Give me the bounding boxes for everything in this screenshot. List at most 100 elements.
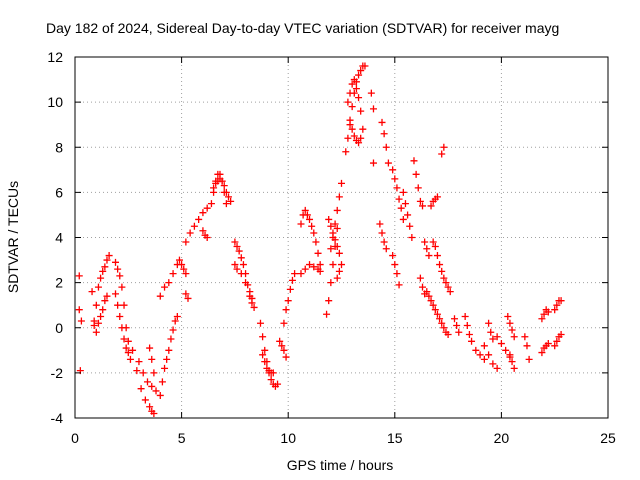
data-point-arc-ab-2 <box>338 261 345 269</box>
y-tick-label: 10 <box>47 94 63 110</box>
data-point-arc-ar-4 <box>431 306 439 314</box>
x-tick-label: 15 <box>387 430 403 446</box>
data-point-arc-ay-3 <box>510 333 518 341</box>
data-point-arc-ar-6 <box>436 315 444 323</box>
data-point-arc-v-2 <box>284 297 292 305</box>
data-point-arc-i-1 <box>158 378 166 386</box>
data-point-arc-as-1 <box>453 321 461 329</box>
data-point-arc-i-3 <box>163 355 171 363</box>
data-point-arc-w-9 <box>316 261 324 269</box>
data-point-arc-x-3 <box>310 263 318 271</box>
data-point-arc-g-1 <box>139 369 147 377</box>
data-point-arc-ao-3 <box>433 193 441 201</box>
data-point-arc-ad-5 <box>355 94 363 102</box>
data-point-arc-au-1 <box>472 346 480 354</box>
data-point-arc-r-1 <box>233 265 241 273</box>
data-point-arc-w-8 <box>314 249 322 257</box>
data-point-arc-ak-2 <box>404 211 412 219</box>
y-tick-label: 4 <box>55 230 63 246</box>
data-point-arc-o-7 <box>222 200 230 208</box>
data-point-arc-aq-0 <box>429 238 437 246</box>
data-point-arc-ac-1 <box>344 134 352 142</box>
data-point-arc-ak-3 <box>406 222 414 230</box>
data-point-arc-aw-1 <box>487 328 495 336</box>
data-point-arc-aj-2 <box>393 270 401 278</box>
data-point-arc-b-7 <box>103 292 111 300</box>
data-point-arc-ag-2 <box>382 143 390 151</box>
data-point-arc-p-7 <box>225 193 233 201</box>
data-point-arc-k-0 <box>178 261 186 269</box>
data-point-arc-d-6 <box>124 337 132 345</box>
data-point-arc-aa-5 <box>335 249 343 257</box>
data-point-arc-a-1 <box>75 306 83 314</box>
data-point-arc-bc-0 <box>538 349 546 357</box>
data-point-arc-f-1 <box>133 367 141 375</box>
data-point-arc-ah-2 <box>380 238 388 246</box>
data-point-arc-at-1 <box>463 321 471 329</box>
data-point-arc-aj-0 <box>389 252 397 260</box>
data-point-arc-ay-1 <box>506 319 514 327</box>
data-point-arc-j-2 <box>165 279 173 287</box>
data-point-arc-ad-3 <box>350 76 358 84</box>
data-point-arc-e-0 <box>112 290 120 298</box>
data-point-arc-k-1 <box>180 265 188 273</box>
data-point-arc-c-0 <box>90 321 98 329</box>
data-point-arc-aq-3 <box>436 261 444 269</box>
data-point-arc-au-3 <box>480 355 488 363</box>
data-point-arc-s-2 <box>261 346 269 354</box>
data-point-arc-ba-1 <box>523 342 531 350</box>
data-point-arc-w-5 <box>308 222 316 230</box>
data-point-arc-an-2 <box>425 252 433 260</box>
data-point-arc-b-3 <box>94 319 102 327</box>
data-point-arc-n-2 <box>203 234 211 241</box>
data-point-arc-af-0 <box>367 89 375 97</box>
data-point-arc-s-5 <box>267 376 275 384</box>
x-tick-label: 20 <box>494 430 510 446</box>
data-point-arc-am-0 <box>416 274 424 282</box>
data-point-arc-q-2 <box>235 247 243 255</box>
data-point-arc-bb-0 <box>538 315 546 323</box>
data-point-arc-b-0 <box>88 288 96 296</box>
data-point-arc-aa-1 <box>327 222 335 230</box>
data-point-arc-i-8 <box>173 312 181 320</box>
data-point-arc-ar-5 <box>433 310 441 318</box>
data-point-arc-x-1 <box>301 265 309 273</box>
data-point-arc-i-0 <box>156 391 164 399</box>
axis-ticks <box>74 56 609 419</box>
data-point-arc-c-6 <box>103 256 111 264</box>
data-point-arc-al-3 <box>416 197 424 205</box>
data-point-arc-b-5 <box>99 306 107 314</box>
x-tick-label: 25 <box>600 430 616 446</box>
data-point-arc-f-6 <box>150 409 158 417</box>
data-point-arc-i-6 <box>169 326 177 334</box>
chart-title: Day 182 of 2024, Sidereal Day-to-day VTE… <box>46 20 559 36</box>
y-tick-label: 2 <box>55 275 63 291</box>
data-point-arc-w-4 <box>306 215 314 223</box>
data-point-arc-be-1 <box>553 337 561 345</box>
data-point-arc-az-1 <box>508 358 516 366</box>
data-point-arc-p-0 <box>210 184 218 192</box>
data-point-arc-ag-3 <box>384 159 392 167</box>
data-point-arc-ak-0 <box>399 188 407 196</box>
data-point-arc-ac-9 <box>361 62 369 70</box>
data-point-arc-v-1 <box>282 306 290 314</box>
y-tick-label: 6 <box>55 184 63 200</box>
data-point-arc-c-5 <box>101 263 109 271</box>
y-tick-label: 0 <box>55 320 63 336</box>
data-point-arc-af-2 <box>369 159 377 167</box>
data-point-arc-ag-0 <box>378 118 386 126</box>
data-point-arc-ak-1 <box>401 200 409 208</box>
data-point-arc-f-0 <box>129 346 137 354</box>
data-point-arc-ad-2 <box>348 80 356 88</box>
data-point-arc-j-5 <box>175 256 183 264</box>
data-points <box>75 62 565 417</box>
data-point-arc-ae-5 <box>357 134 365 142</box>
data-point-arc-ba-0 <box>521 333 529 341</box>
data-point-arc-ae-0 <box>346 116 354 124</box>
data-point-arc-ai-0 <box>389 166 397 174</box>
data-point-arc-an-1 <box>423 245 431 253</box>
data-point-arc-g-0 <box>135 358 143 366</box>
data-point-arc-u-2 <box>280 346 288 354</box>
data-point-arc-m-2 <box>190 222 198 230</box>
